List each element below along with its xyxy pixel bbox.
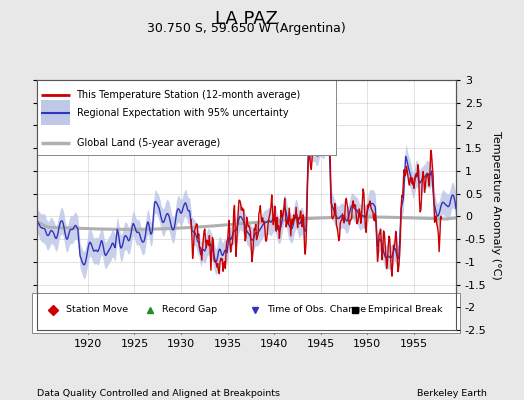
Text: Data Quality Controlled and Aligned at Breakpoints: Data Quality Controlled and Aligned at B… — [37, 389, 280, 398]
Text: Empirical Break: Empirical Break — [368, 306, 442, 314]
Text: Time of Obs. Change: Time of Obs. Change — [267, 306, 366, 314]
Text: Berkeley Earth: Berkeley Earth — [418, 389, 487, 398]
FancyBboxPatch shape — [32, 292, 460, 332]
FancyBboxPatch shape — [35, 70, 336, 155]
Text: This Temperature Station (12-month average): This Temperature Station (12-month avera… — [77, 90, 301, 100]
Text: LA PAZ: LA PAZ — [215, 10, 278, 28]
Text: 30.750 S, 59.650 W (Argentina): 30.750 S, 59.650 W (Argentina) — [147, 22, 346, 35]
Text: Global Land (5-year average): Global Land (5-year average) — [77, 138, 220, 148]
Text: Regional Expectation with 95% uncertainty: Regional Expectation with 95% uncertaint… — [77, 108, 288, 118]
Bar — [41, 100, 70, 125]
Text: Record Gap: Record Gap — [162, 306, 217, 314]
Text: Station Move: Station Move — [66, 306, 128, 314]
Y-axis label: Temperature Anomaly (°C): Temperature Anomaly (°C) — [490, 131, 500, 279]
